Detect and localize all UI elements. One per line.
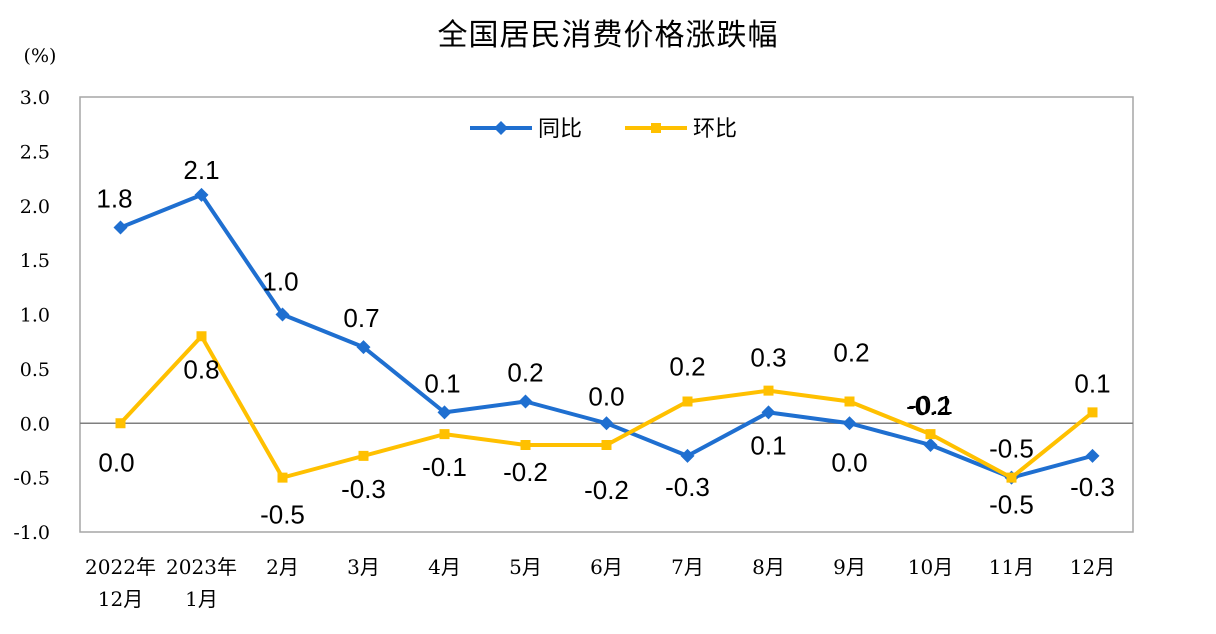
y-tick-label: 0.5 [20, 359, 50, 381]
legend-marker-mom [651, 123, 661, 133]
data-label-mom: -0.5 [989, 490, 1034, 520]
data-point-mom [763, 385, 774, 396]
x-tick-label: 2022年 [85, 555, 156, 579]
x-tick-label: 2023年 [166, 555, 237, 579]
data-point-yoy [842, 416, 857, 431]
y-tick-label: 3.0 [20, 87, 50, 109]
data-label-yoy: 2.1 [183, 155, 219, 185]
y-tick-label: 1.0 [20, 305, 50, 327]
x-tick-label: 4月 [428, 555, 461, 579]
data-label-yoy: -0.3 [665, 472, 710, 502]
data-label-yoy: 1.8 [96, 184, 132, 214]
y-tick-label: 0.0 [20, 413, 50, 435]
data-label-mom: -0.2 [584, 475, 629, 505]
y-tick-label: -0.5 [13, 468, 50, 490]
data-label-yoy: 0.1 [750, 430, 786, 460]
data-label-mom: 0.2 [833, 338, 869, 368]
x-tick-label: 12月 [98, 587, 143, 611]
data-point-mom [925, 429, 936, 440]
data-label-mom: 0.3 [750, 343, 786, 373]
data-label-yoy: 1.0 [262, 267, 298, 297]
data-point-yoy [356, 340, 371, 355]
data-point-mom [520, 440, 531, 450]
plot-frame [79, 96, 1134, 533]
x-tick-label: 2月 [266, 555, 299, 579]
x-tick-label: 8月 [752, 555, 785, 579]
legend-marker-yoy [494, 121, 508, 135]
data-point-mom [1087, 407, 1098, 418]
data-label-mom: -0.1 [908, 390, 953, 420]
data-point-mom [358, 450, 369, 461]
data-point-mom [439, 429, 450, 440]
y-tick-label: 2.0 [20, 196, 50, 218]
data-point-yoy [1085, 448, 1100, 463]
x-tick-label: 10月 [908, 555, 953, 579]
x-tick-label: 6月 [590, 555, 623, 579]
data-label-yoy: 0.1 [424, 368, 460, 398]
data-point-yoy [275, 307, 290, 322]
x-tick-label: 5月 [509, 555, 542, 579]
x-tick-label: 3月 [347, 555, 380, 579]
data-point-yoy [923, 438, 938, 452]
data-label-mom: 0.0 [98, 447, 134, 477]
data-label-yoy: 0.7 [343, 303, 379, 333]
data-label-yoy: -0.5 [989, 434, 1034, 464]
series-line-yoy [119, 192, 1094, 480]
x-tick-label: 11月 [989, 555, 1034, 579]
data-label-yoy: -0.3 [1070, 472, 1115, 502]
chart-title: 全国居民消费价格涨跌幅 [437, 18, 779, 53]
x-tick-label: 9月 [833, 555, 866, 579]
data-label-mom: 0.2 [669, 352, 705, 382]
data-label-mom: -0.5 [260, 500, 305, 530]
data-point-yoy [761, 405, 776, 420]
data-point-yoy [599, 416, 614, 431]
data-label-mom: 0.8 [183, 354, 219, 384]
data-label-mom: 0.1 [1074, 368, 1110, 398]
data-point-mom [115, 418, 126, 429]
y-tick-label: -1.0 [13, 522, 50, 544]
data-point-mom [844, 396, 855, 407]
y-unit-label: (%) [24, 45, 57, 67]
x-tick-label: 1月 [185, 587, 218, 611]
data-point-yoy [680, 448, 695, 463]
data-point-yoy [194, 187, 209, 202]
data-label-mom: -0.2 [503, 457, 548, 487]
data-point-mom [1006, 472, 1017, 483]
data-point-yoy [437, 405, 452, 420]
data-point-mom [277, 472, 288, 483]
legend-label-mom: 环比 [693, 117, 737, 142]
data-label-yoy: 0.0 [588, 381, 624, 411]
legend-label-yoy: 同比 [538, 117, 582, 142]
data-point-yoy [113, 220, 128, 235]
y-tick-label: 2.5 [20, 141, 50, 163]
data-label-mom: -0.1 [422, 452, 467, 482]
data-label-mom: -0.3 [341, 474, 386, 504]
x-tick-label: 7月 [671, 555, 704, 579]
data-point-yoy [518, 394, 533, 409]
y-tick-label: 1.5 [20, 250, 50, 272]
data-point-mom [196, 331, 207, 342]
data-label-yoy: -0.2 [906, 391, 951, 421]
data-label-yoy: 0.2 [507, 358, 543, 388]
data-point-mom [682, 396, 693, 407]
data-point-mom [601, 440, 612, 450]
data-label-yoy: 0.0 [831, 447, 867, 477]
x-tick-label: 12月 [1070, 555, 1115, 579]
